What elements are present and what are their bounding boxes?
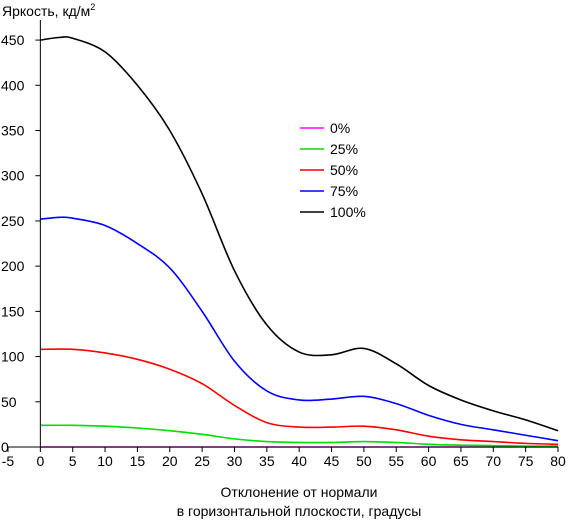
- x-tick-label: 25: [194, 453, 210, 469]
- series-line-4: [40, 36, 559, 432]
- y-tick-label: 0: [1, 439, 9, 455]
- x-tick-label: 40: [291, 453, 307, 469]
- x-tick-label: 75: [518, 453, 534, 469]
- legend-label-4: 100%: [330, 204, 366, 220]
- x-tick-label: 5: [69, 453, 77, 469]
- y-tick-label: 50: [1, 394, 17, 410]
- x-tick-label: -5: [2, 453, 15, 469]
- y-tick-label: 250: [1, 213, 25, 229]
- x-tick-label: 20: [162, 453, 178, 469]
- y-tick-label: 100: [1, 349, 25, 365]
- x-tick-label: 80: [550, 453, 566, 469]
- x-axis-label-line-1: Отклонение от нормали: [221, 484, 378, 500]
- x-tick-label: 45: [324, 453, 340, 469]
- series-line-1: [40, 424, 559, 447]
- series-line-2: [40, 348, 559, 446]
- x-axis-label-line-2: в горизонтальной плоскости, градусы: [177, 503, 422, 519]
- x-tick-label: 60: [421, 453, 437, 469]
- x-tick-label: 55: [388, 453, 404, 469]
- x-tick-label: 0: [36, 453, 44, 469]
- axes-layer: [8, 20, 558, 448]
- legend-label-2: 50%: [330, 162, 358, 178]
- legend-label-1: 25%: [330, 141, 358, 157]
- x-tick-label: 70: [486, 453, 502, 469]
- y-tick-label: 350: [1, 123, 25, 139]
- y-tick-label: 150: [1, 303, 25, 319]
- y-tick-label: 450: [1, 32, 25, 48]
- ticks-layer: -5 0 5 10 15 20 25 30 35 40 45 50 55 60 65 70 75 80050100…: [1, 32, 566, 469]
- y-axis-label-text: Яркость, кд/м2: [2, 2, 95, 19]
- series-layer: [40, 36, 559, 448]
- x-tick-label: 30: [227, 453, 243, 469]
- y-axis-label: Яркость, кд/м2: [2, 2, 95, 19]
- x-tick-label: 15: [130, 453, 146, 469]
- series-line-3: [40, 216, 559, 442]
- legend: 0% 25% 50% 75% 100%: [300, 120, 366, 220]
- x-tick-label: 50: [356, 453, 372, 469]
- x-tick-label: 65: [453, 453, 469, 469]
- legend-label-0: 0%: [330, 120, 350, 136]
- y-tick-label: 400: [1, 77, 25, 93]
- x-axis-label: Отклонение от нормали в горизонтальной п…: [177, 484, 422, 519]
- y-tick-label: 200: [1, 258, 25, 274]
- x-tick-label: 10: [97, 453, 113, 469]
- legend-label-3: 75%: [330, 183, 358, 199]
- y-tick-label: 300: [1, 168, 25, 184]
- x-tick-label: 35: [259, 453, 275, 469]
